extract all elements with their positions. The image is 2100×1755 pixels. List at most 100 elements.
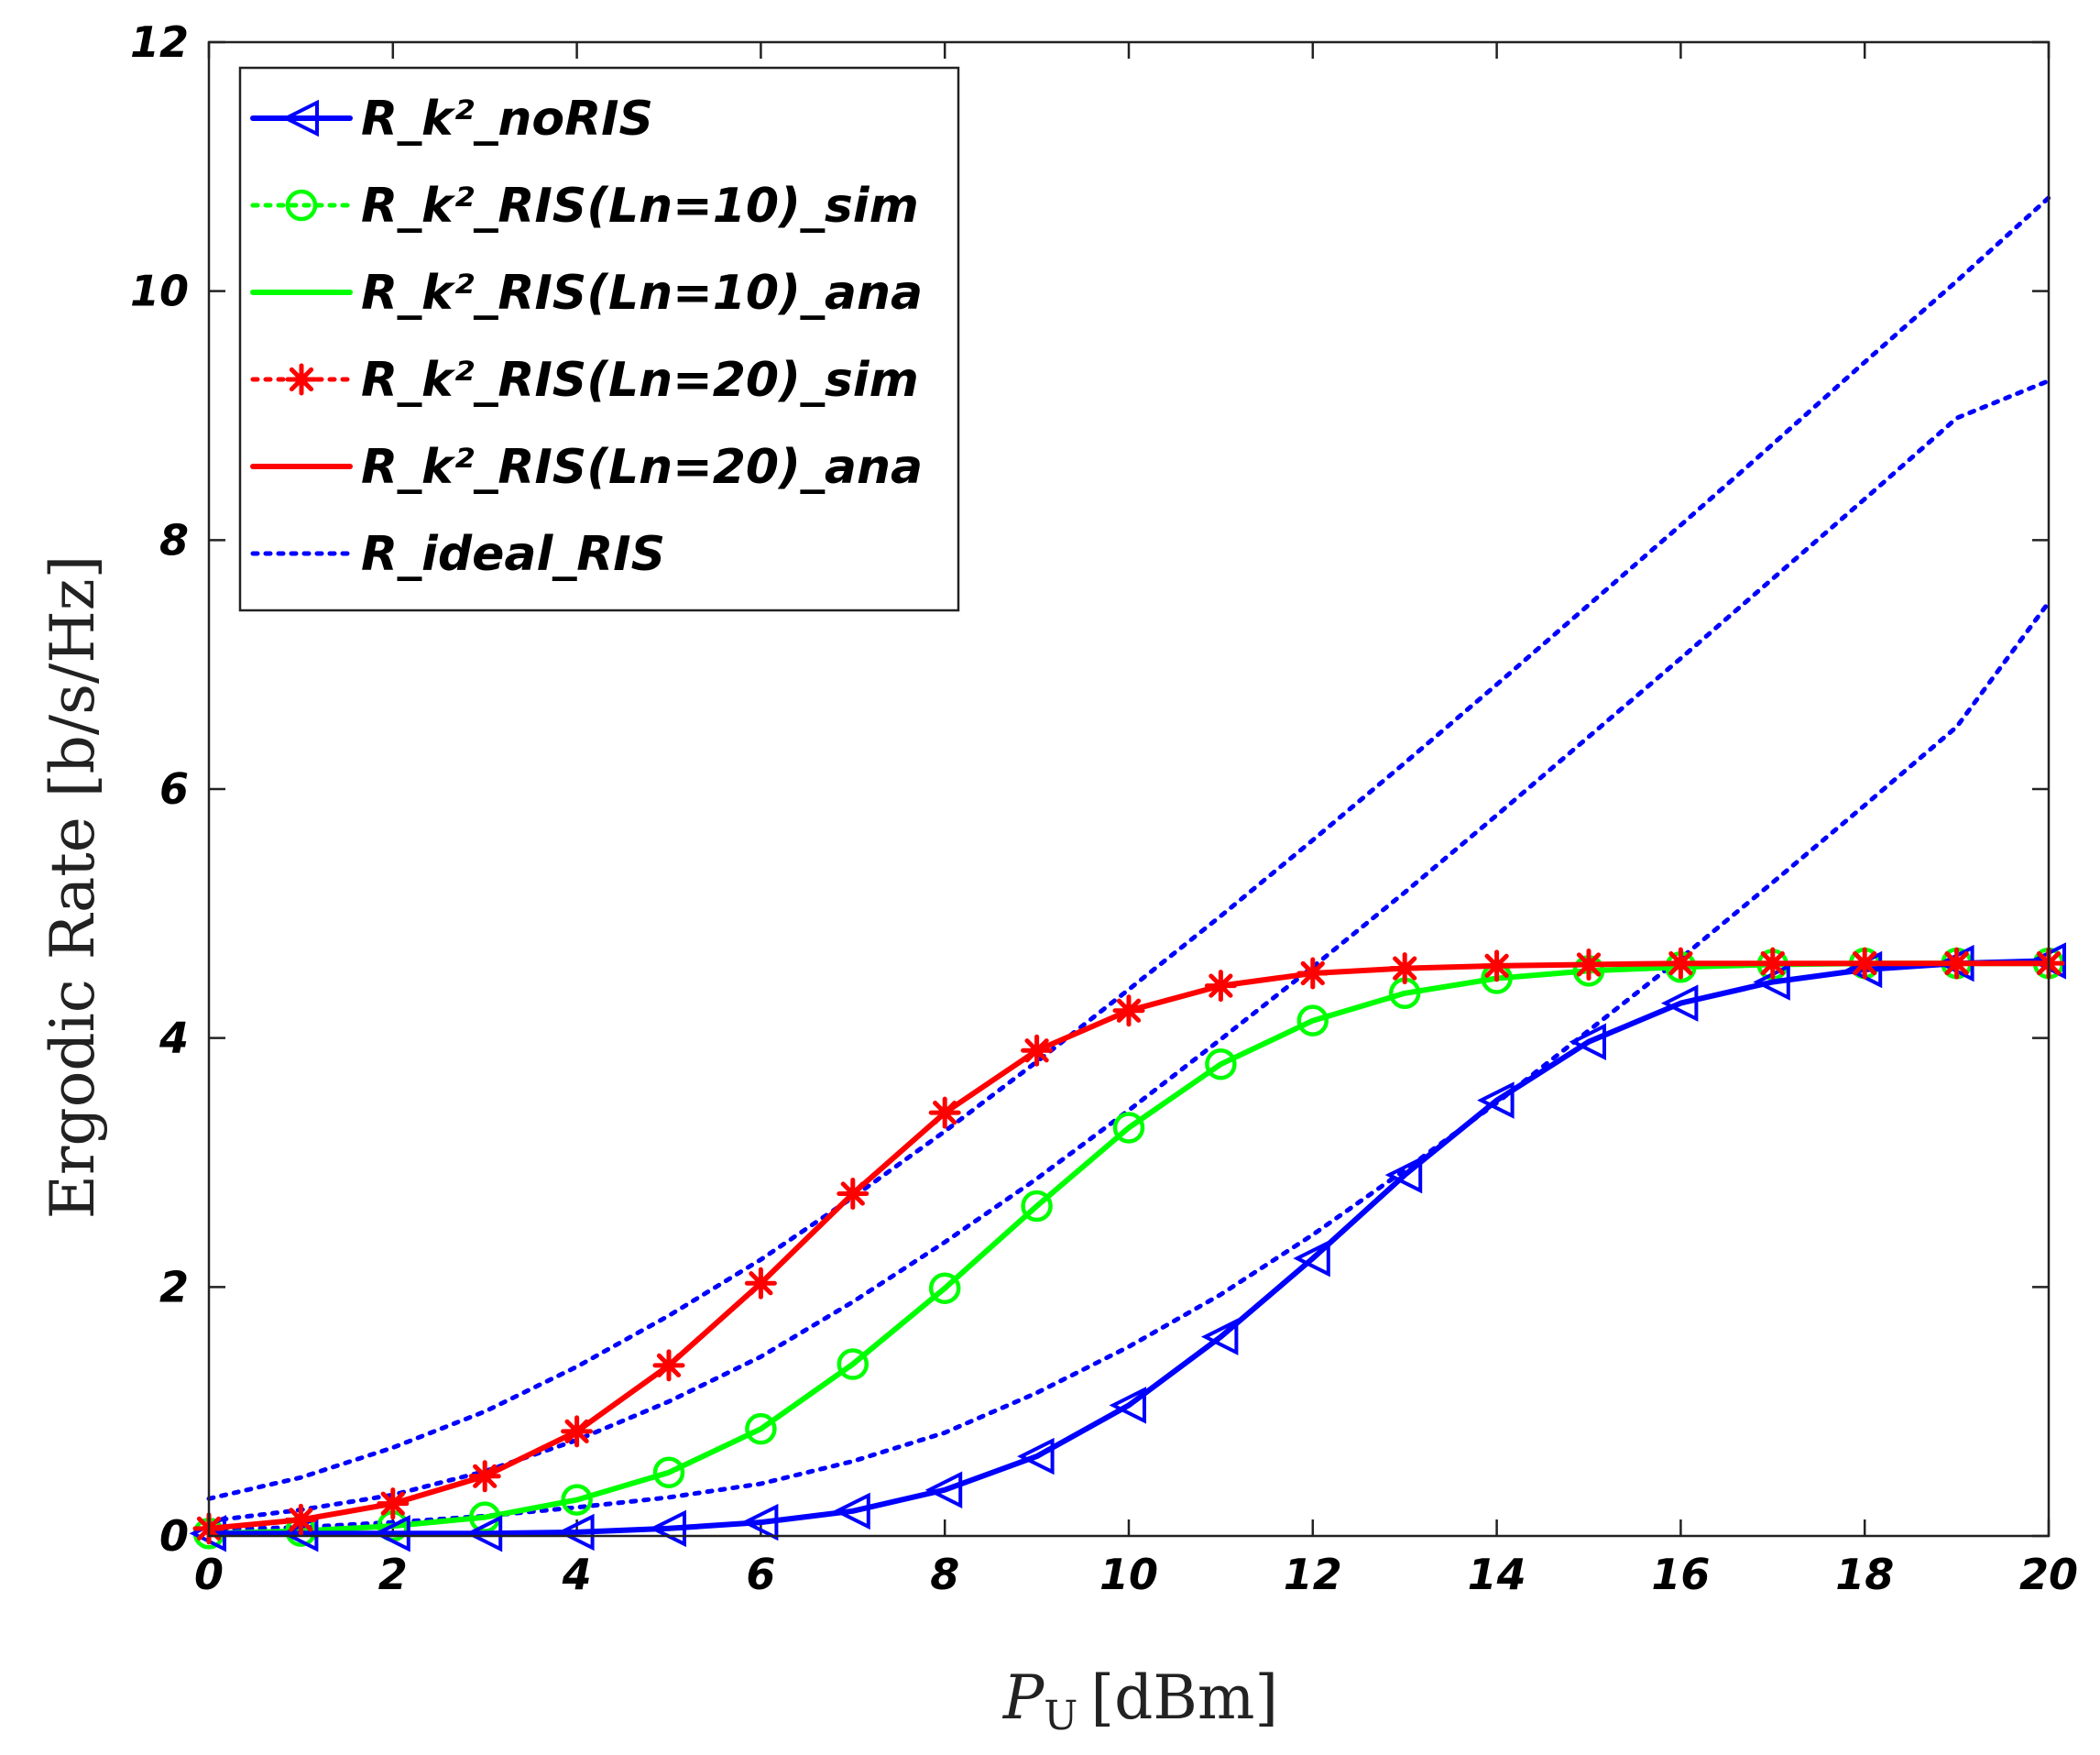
x-tick-label: 12 <box>1284 1550 1342 1599</box>
data-point-ris20_sim <box>561 1415 594 1448</box>
legend-entry-ris20_sim: R_k²_RIS(Ln=20)_sim <box>250 353 919 408</box>
y-tick-label: 12 <box>130 17 189 67</box>
star-core <box>1398 961 1412 975</box>
legend: R_k²_noRIS R_k²_RIS(Ln=10)_sim R_k²_RIS(Ln… <box>238 66 960 612</box>
x-tick-label: 20 <box>2019 1550 2078 1599</box>
y-tick-label: 2 <box>159 1262 189 1311</box>
series-line-noris <box>206 958 2051 1537</box>
legend-label-ris20_ana: R_k²_RIS(Ln=20)_ana <box>361 440 923 495</box>
x-tick-label: 0 <box>194 1550 224 1599</box>
legend-marker-noris <box>281 99 319 137</box>
data-point-ris10_sim <box>652 1456 685 1488</box>
series-ris20_sim <box>192 947 2065 1545</box>
star-core <box>478 1469 492 1483</box>
data-point-noris <box>465 1515 503 1552</box>
legend-label-ideal: R_ideal_RIS <box>361 527 665 582</box>
data-point-ris20_sim <box>377 1487 410 1520</box>
star-core <box>1674 957 1688 971</box>
x-tick-label: 18 <box>1835 1550 1894 1599</box>
star-core <box>295 373 308 386</box>
data-point-ris10_sim <box>1296 1004 1329 1037</box>
data-point-ris10_sim <box>928 1272 961 1304</box>
legend-marker-ris20_sim <box>285 363 318 396</box>
y-tick-label: 8 <box>159 515 189 565</box>
y-tick-label: 10 <box>130 267 189 316</box>
series-ideal <box>206 195 2051 1501</box>
data-point-ris10_sim <box>1112 1112 1145 1144</box>
x-tick-label: 10 <box>1099 1550 1158 1599</box>
tick-labels-group: 0 2 4 6 8 10 12 14 16 18 20 0 2 4 6 8 10 12 <box>130 17 2078 1599</box>
star-core <box>938 1106 952 1120</box>
data-point-ris20_sim <box>652 1349 685 1382</box>
data-point-ris20_sim <box>468 1460 501 1493</box>
data-point-noris <box>1200 1318 1239 1355</box>
x-tick-label: 2 <box>378 1550 408 1599</box>
data-point-noris <box>1569 1023 1606 1060</box>
star-core <box>1582 958 1595 971</box>
legend-label-noris: R_k²_noRIS <box>361 92 653 147</box>
legend-label-ris10_ana: R_k²_RIS(Ln=10)_ana <box>361 266 923 321</box>
data-point-noris <box>1477 1081 1515 1119</box>
y-tick-label: 6 <box>159 764 189 814</box>
star-core <box>662 1358 675 1372</box>
x-axis-label-base: P <box>1002 1662 1045 1733</box>
star-core <box>1766 957 1779 971</box>
data-point-ris20_sim <box>1021 1034 1054 1067</box>
data-point-ris10_sim <box>1205 1048 1237 1080</box>
data-point-ris20_sim <box>1664 947 1697 980</box>
star-core <box>1950 957 1963 971</box>
star-core <box>1306 967 1319 981</box>
data-point-noris <box>1017 1437 1055 1475</box>
star-core <box>846 1187 859 1201</box>
x-axis-label-sub: U <box>1044 1693 1077 1739</box>
x-tick-label: 8 <box>930 1550 959 1599</box>
x-tick-label: 4 <box>562 1550 592 1599</box>
star-core <box>1858 957 1872 971</box>
data-point-ris20_sim <box>744 1267 777 1300</box>
data-point-noris <box>1384 1156 1423 1194</box>
data-point-ris20_sim <box>1848 947 1881 980</box>
data-point-noris <box>1109 1387 1146 1424</box>
data-point-noris <box>833 1492 870 1530</box>
star-core <box>1122 1004 1135 1017</box>
data-point-noris <box>740 1503 779 1541</box>
x-tick-label: 6 <box>746 1550 775 1599</box>
data-point-ris10_sim <box>1021 1190 1053 1223</box>
data-point-ris20_sim <box>928 1096 961 1129</box>
legend-marker-ris10_sim <box>285 189 318 222</box>
y-axis-label: Ergodic Rate [b/s/Hz] <box>38 555 108 1220</box>
star-core <box>1490 959 1504 972</box>
legend-box <box>238 66 960 612</box>
legend-entry-ris20_ana: R_k²_RIS(Ln=20)_ana <box>250 440 923 495</box>
data-point-ris20_sim <box>1388 952 1421 985</box>
legend-entry-ris10_sim: R_k²_RIS(Ln=10)_sim <box>250 179 919 234</box>
data-point-ris20_sim <box>837 1177 870 1210</box>
data-point-noris <box>373 1515 410 1552</box>
data-point-noris <box>1660 984 1699 1022</box>
data-point-ris20_sim <box>1941 947 1974 980</box>
data-point-ris20_sim <box>1296 957 1329 990</box>
data-point-noris <box>1293 1239 1330 1278</box>
data-point-ris20_sim <box>1481 949 1514 982</box>
series-group <box>189 195 2066 1552</box>
data-point-ris10_sim <box>837 1348 870 1380</box>
data-point-ris20_sim <box>284 1503 317 1536</box>
data-point-ris20_sim <box>1572 949 1605 982</box>
legend-entry-noris: R_k²_noRIS <box>250 92 653 147</box>
data-point-ris20_sim <box>1756 947 1789 980</box>
star-core <box>294 1513 308 1527</box>
star-core <box>1030 1044 1044 1058</box>
data-point-noris <box>924 1471 963 1508</box>
legend-label-ris10_sim: R_k²_RIS(Ln=10)_sim <box>361 179 919 234</box>
star-core <box>386 1497 399 1510</box>
data-point-ris20_sim <box>1204 970 1237 1003</box>
star-core <box>1214 979 1228 993</box>
legend-label-ris20_sim: R_k²_RIS(Ln=20)_sim <box>361 353 919 408</box>
data-point-ris10_sim <box>561 1484 593 1516</box>
data-point-noris <box>557 1513 595 1552</box>
series-line-ideal <box>206 195 2051 1501</box>
x-axis-label: PU [dBm] <box>1002 1662 1278 1739</box>
x-axis-label-unit: [dBm] <box>1090 1662 1278 1733</box>
